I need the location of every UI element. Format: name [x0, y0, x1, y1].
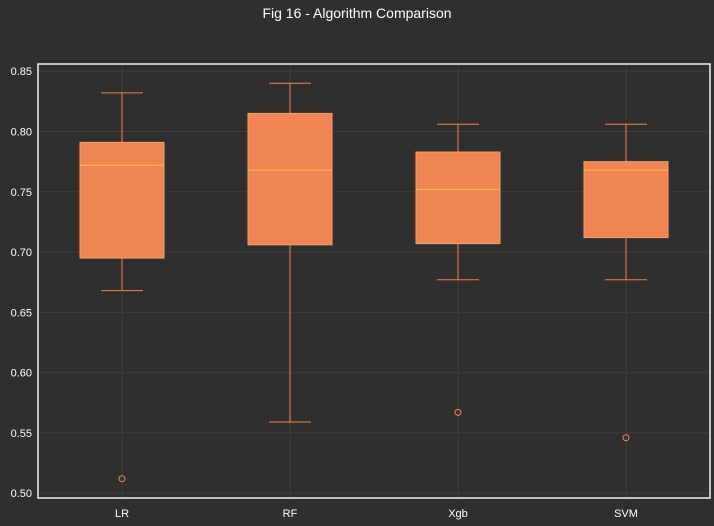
plot-frame	[37, 63, 711, 499]
y-tick-label: 0.75	[11, 187, 32, 199]
grid-lines	[38, 64, 710, 498]
chart-title: Fig 16 - Algorithm Comparison	[262, 5, 452, 21]
box-series	[79, 82, 669, 483]
y-tick-label: 0.85	[11, 66, 32, 78]
box-rf	[247, 82, 333, 423]
iqr-box	[247, 112, 333, 246]
y-tick-label: 0.70	[11, 247, 32, 259]
box-lr	[79, 92, 165, 483]
y-tick-label: 0.60	[11, 368, 32, 380]
x-tick-label: RF	[283, 508, 298, 520]
outlier-point	[622, 434, 630, 442]
axis-ticks: 0.50 0.55 0.60 0.65 0.70 0.75 0.80 0.85 LR RF Xgb S…	[11, 66, 638, 520]
outlier-point	[118, 475, 126, 483]
x-tick-label: Xgb	[448, 508, 468, 520]
outlier-point	[454, 408, 462, 416]
box-svm	[583, 123, 669, 442]
iqr-box	[79, 141, 165, 259]
y-tick-label: 0.55	[11, 428, 32, 440]
y-tick-label: 0.65	[11, 307, 32, 319]
iqr-box	[415, 151, 501, 245]
y-tick-label: 0.50	[11, 488, 32, 500]
x-tick-label: LR	[115, 508, 129, 520]
x-tick-label: SVM	[614, 508, 638, 520]
y-tick-label: 0.80	[11, 127, 32, 139]
iqr-box	[583, 161, 669, 239]
box-xgb	[415, 123, 501, 416]
